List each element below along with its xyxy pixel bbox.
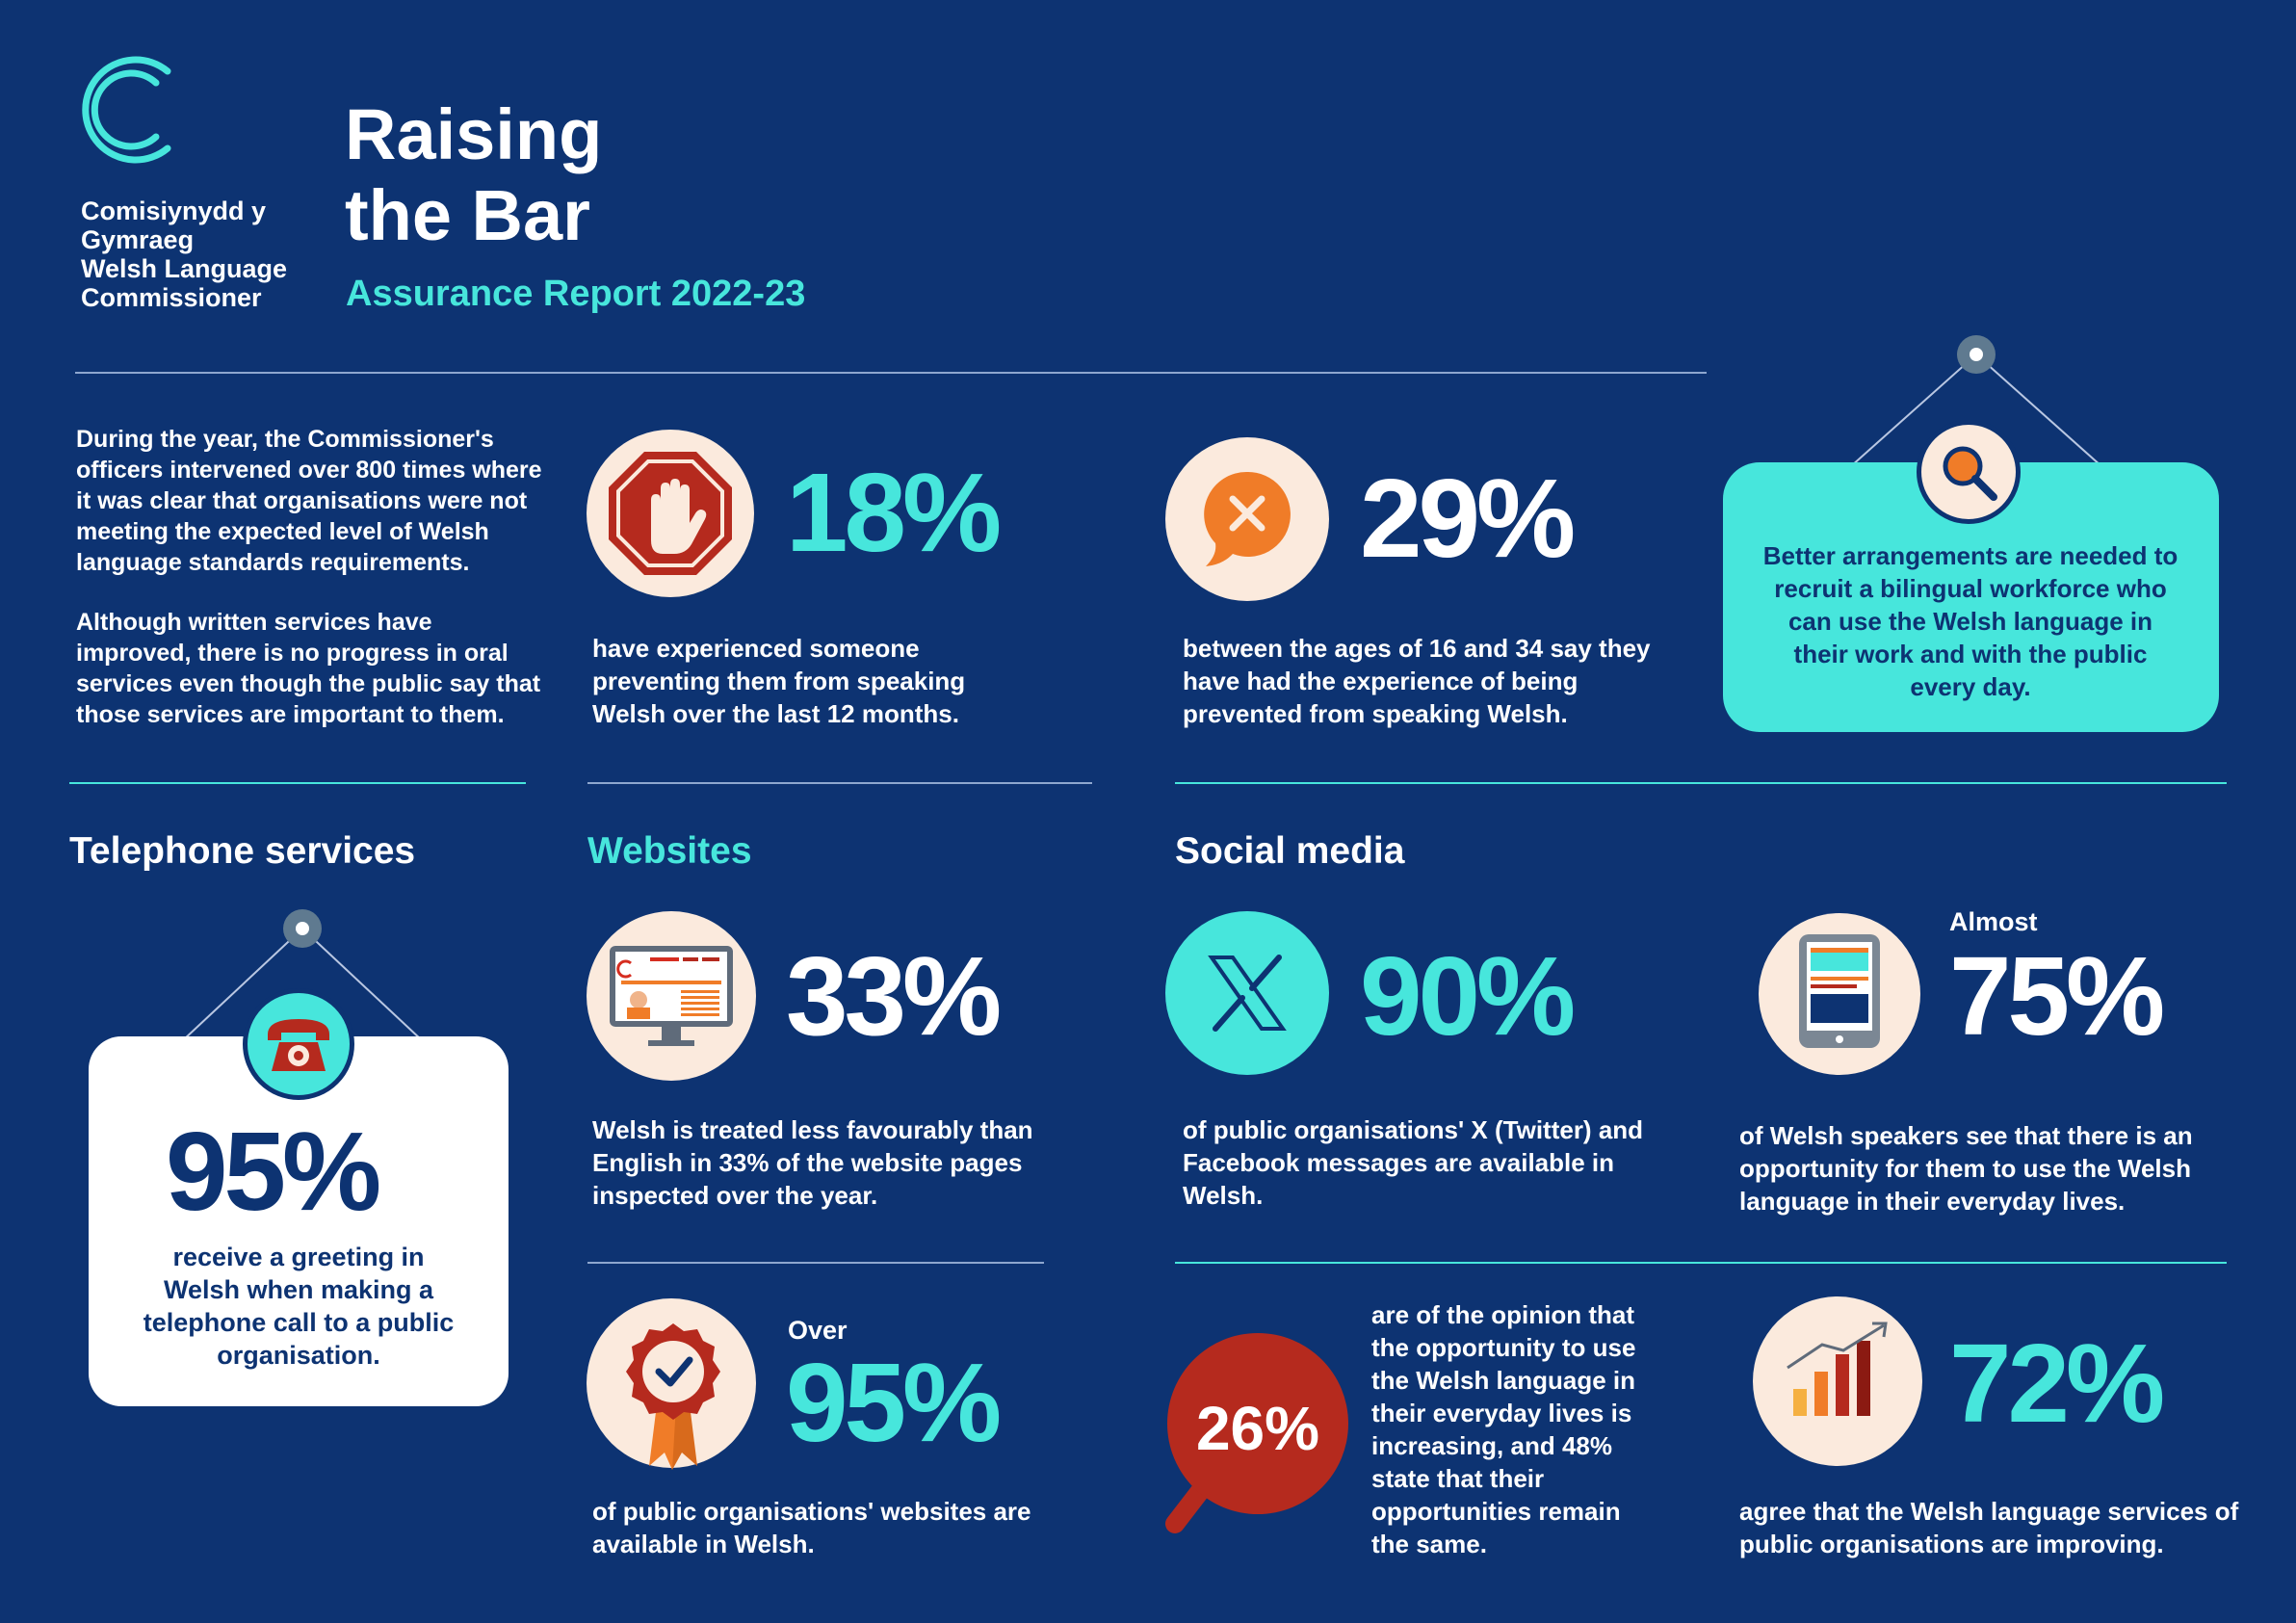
telephone-text: receive a greeting in Welsh when making … <box>143 1243 455 1370</box>
page-title-line: the Bar <box>345 175 590 255</box>
stat-72-text: agree that the Welsh language services o… <box>1739 1497 2239 1558</box>
website-monitor-icon <box>610 946 733 1046</box>
stat-75-prefix: Almost <box>1949 907 2038 936</box>
stat-75-value: 75% <box>1949 933 2165 1059</box>
org-name-line: Welsh Language <box>81 254 288 283</box>
stat-18-text: have experienced someone preventing them… <box>592 634 966 728</box>
magnifier-26-icon <box>1165 1333 1348 1533</box>
page-title: Raising the Bar <box>345 94 602 256</box>
org-name-line: Comisiynydd y <box>81 196 267 225</box>
stat-95-web-text: of public organisations' websites are av… <box>592 1497 1031 1558</box>
stat-95-web-value: 95% <box>786 1340 1002 1465</box>
stat-26-value: 26% <box>1195 1394 1320 1463</box>
stat-75-text: of Welsh speakers see that there is an o… <box>1739 1121 2193 1216</box>
telephone-heading: Telephone services <box>69 830 416 872</box>
intro-paragraph: During the year, the Commissioner's offi… <box>76 426 542 576</box>
stat-95-prefix: Over <box>788 1316 848 1345</box>
stat-90-text: of public organisations' X (Twitter) and… <box>1183 1115 1644 1210</box>
section-divider <box>69 782 526 784</box>
websites-heading: Websites <box>587 830 752 872</box>
telephone-value: 95% <box>166 1109 381 1234</box>
telephone-icon <box>268 1019 329 1071</box>
telephone-hanger <box>182 909 423 1041</box>
org-name-line: Gymraeg <box>81 225 195 254</box>
header-divider <box>75 372 1707 374</box>
org-name-line: Commissioner <box>81 283 262 312</box>
magnifier-icon-circle <box>1917 420 2021 524</box>
x-logo-circle <box>1165 911 1329 1075</box>
page-subtitle: Assurance Report 2022-23 <box>346 274 806 314</box>
org-name: Comisiynydd y Gymraeg Welsh Language Com… <box>81 196 287 312</box>
section-divider <box>587 782 1092 784</box>
section-divider <box>1175 782 2227 784</box>
page-title-line: Raising <box>345 94 603 174</box>
stat-29-text: between the ages of 16 and 34 say they h… <box>1183 634 1651 728</box>
callout-text: Better arrangements are needed to recrui… <box>1762 541 2179 701</box>
stat-90-value: 90% <box>1360 933 1576 1059</box>
x-logo-icon <box>1208 955 1287 1032</box>
intro-paragraph: Although written services have improved,… <box>76 609 541 728</box>
stat-29-value: 29% <box>1360 456 1576 581</box>
social-heading: Social media <box>1175 830 1405 872</box>
stat-33-value: 33% <box>786 933 1002 1059</box>
stat-18-value: 18% <box>786 450 1002 575</box>
tablet-icon <box>1799 934 1880 1048</box>
telephone-icon-circle <box>243 988 354 1100</box>
stat-72-value: 72% <box>1949 1321 2165 1446</box>
section-divider <box>587 1262 1044 1264</box>
section-divider <box>1175 1262 2227 1264</box>
stat-33-text: Welsh is treated less favourably than En… <box>592 1115 1033 1210</box>
commissioner-logo-icon <box>82 56 171 164</box>
stat-26-text: are of the opinion that the opportunity … <box>1371 1300 1636 1558</box>
rosette-check-icon <box>626 1323 720 1470</box>
intro-text: During the year, the Commissioner's offi… <box>76 424 548 730</box>
magnifier-icon <box>1943 446 1997 501</box>
callout-hanger <box>1850 335 2102 467</box>
speech-bubble-x-icon <box>1204 471 1291 566</box>
stop-hand-icon <box>609 452 732 575</box>
growth-chart-icon <box>1787 1322 1888 1416</box>
